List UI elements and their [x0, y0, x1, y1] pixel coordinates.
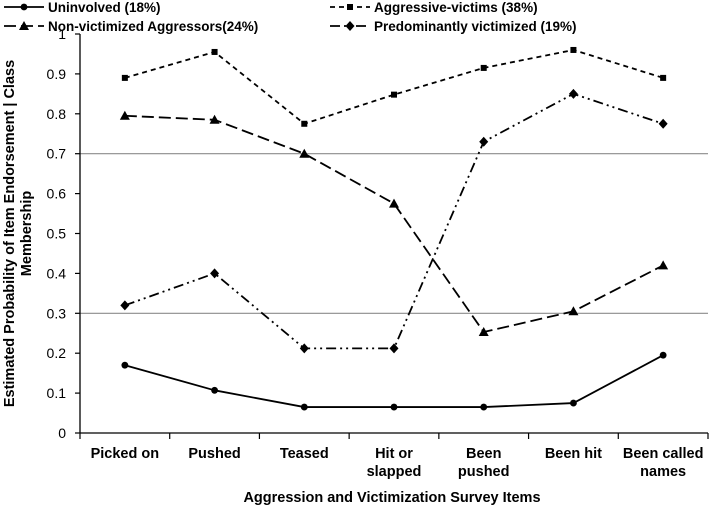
- series-line: [124, 49, 664, 125]
- y-tick-label: 0.1: [47, 385, 67, 401]
- series-line: [124, 92, 664, 350]
- legend-marker: [20, 3, 28, 11]
- data-point: [478, 327, 489, 337]
- data-point: [301, 120, 308, 127]
- legend-label: Aggressive-victims (38%): [374, 0, 538, 15]
- data-point: [119, 110, 130, 120]
- data-point: [480, 403, 488, 411]
- y-tick-label: 1: [58, 26, 66, 42]
- data-point: [121, 361, 129, 369]
- series-line: [124, 354, 664, 408]
- legend-marker: [19, 21, 29, 30]
- x-axis-title: Aggression and Victimization Survey Item…: [243, 490, 540, 506]
- x-category-label: Hit or slapped: [367, 446, 422, 480]
- data-point: [570, 46, 577, 53]
- data-point: [211, 386, 218, 394]
- legend-marker: [345, 21, 355, 31]
- y-axis-title: Estimated Probability of Item Endorsemen…: [2, 60, 35, 407]
- data-point: [299, 148, 310, 158]
- legend-item: Aggressive-victims (38%): [330, 0, 538, 15]
- y-tick-label: 0: [58, 425, 66, 441]
- data-point: [660, 74, 667, 81]
- y-tick-label: 0.4: [47, 265, 67, 281]
- data-point: [389, 343, 399, 354]
- y-ticks: 0 0.1 0.2 0.3 0.4 0.5 0.6 0.7 0.8 0.9 1: [47, 26, 80, 441]
- data-point: [299, 343, 309, 354]
- legend-label: Non-victimized Aggressors(24%): [48, 19, 258, 34]
- series: [121, 46, 667, 127]
- legend-label: Predominantly victimized (19%): [374, 19, 577, 34]
- reference-lines: [80, 153, 708, 314]
- y-tick-label: 0.9: [47, 66, 67, 82]
- y-tick-label: 0.8: [47, 106, 67, 122]
- x-category-label: Teased: [280, 446, 329, 462]
- series-line: [124, 114, 664, 333]
- x-ticks: Picked on Pushed Teased Hit or slapped Been pu…: [79, 433, 709, 480]
- data-point: [659, 351, 667, 359]
- data-point: [570, 399, 577, 407]
- data-point: [479, 136, 489, 147]
- data-point: [658, 260, 669, 270]
- data-point: [658, 118, 668, 129]
- data-point: [390, 403, 398, 411]
- legend-item: Uninvolved (18%): [4, 0, 161, 15]
- data-point: [120, 300, 130, 311]
- series: [119, 110, 669, 337]
- legend-item: Predominantly victimized (19%): [330, 19, 577, 34]
- data-point: [389, 198, 399, 208]
- series: [120, 88, 668, 354]
- data-point: [121, 74, 128, 81]
- y-axis-title-text: Estimated Probability of Item Endorsemen…: [2, 60, 35, 407]
- series-layer: [119, 46, 669, 411]
- data-point: [300, 403, 308, 411]
- x-category-label: Picked on: [91, 446, 160, 462]
- y-tick-label: 0.2: [47, 345, 67, 361]
- data-point: [568, 306, 579, 316]
- series: [121, 351, 667, 411]
- x-category-label: Pushed: [188, 446, 240, 462]
- y-tick-label: 0.6: [47, 186, 67, 202]
- legend-label: Uninvolved (18%): [48, 0, 161, 15]
- x-category-label: Been hit: [545, 446, 602, 462]
- legend-item: Non-victimized Aggressors(24%): [4, 19, 258, 34]
- y-tick-label: 0.7: [47, 146, 67, 162]
- y-tick-label: 0.5: [47, 226, 67, 242]
- x-category-label: Been called names: [623, 446, 704, 480]
- x-category-label: Been pushed: [458, 446, 510, 480]
- data-point: [211, 48, 218, 55]
- legend-marker: [347, 4, 353, 10]
- data-point: [209, 114, 220, 124]
- y-tick-label: 0.3: [47, 305, 67, 321]
- data-point: [391, 91, 397, 98]
- data-point: [568, 88, 578, 99]
- legend: Uninvolved (18%) Aggressive-victims (38%)…: [4, 0, 577, 34]
- data-point: [480, 64, 487, 71]
- data-point: [210, 268, 220, 279]
